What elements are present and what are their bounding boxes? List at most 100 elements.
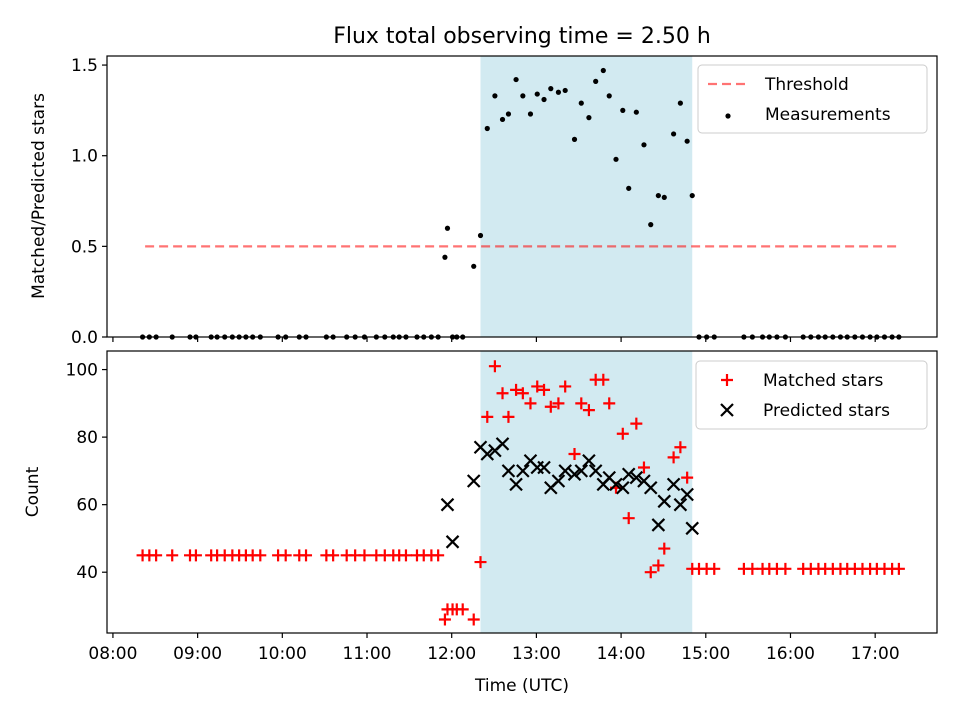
measurement-point [684,138,690,144]
measurement-point [513,76,519,83]
matched-stars-point [456,603,469,616]
measurement-point [677,100,683,106]
measurement-point [471,263,477,269]
top-legend: Threshold Measurements [697,64,928,134]
predicted-stars-point [582,453,596,468]
bottom-legend: Matched stars Predicted stars [695,360,928,430]
matched-stars-point [481,410,494,423]
predicted-stars-point [516,464,530,478]
measurement-point [527,111,534,117]
measurement-point [571,136,578,142]
bottom-observing-span [480,351,693,633]
bottom-y-tick-label: 60 [76,496,98,516]
matched-stars-point [681,471,694,484]
measurement-point [444,225,451,231]
matched-stars-point [502,410,515,423]
matched-stars-point [544,400,557,413]
matched-stars-point [189,549,202,562]
measurement-point [606,93,612,99]
predicted-stars-point [616,481,630,495]
measurement-point [484,125,490,132]
x-axis-label: Time (UTC) [474,676,569,696]
matched-stars-point [892,562,905,575]
top-y-axis-label: Matched/Predicted stars [29,93,49,299]
legend-matched-label: Matched stars [763,371,883,391]
matched-stars-point [644,566,657,579]
matched-stars-point [597,373,610,386]
predicted-stars-point [643,481,658,495]
x-tick-label: 13:00 [512,644,561,664]
chart-title: Flux total observing time = 2.50 h [333,24,711,49]
matched-stars-point [510,383,523,396]
matched-stars-point [254,549,267,562]
bottom-panel: 40 60 80 100 08:00 09:00 10:00 11:00 12:00 13:00 1… [66,350,938,664]
predicted-stars-point [440,497,455,512]
top-y-tick-label: 1.0 [71,147,98,167]
matched-stars-point [538,383,551,396]
legend-predicted-swatch [720,403,734,417]
measurement-point [689,192,695,199]
top-panel: 0.0 0.5 1.0 1.5 Threshold Measurements [71,55,938,348]
matched-stars-point [524,397,537,410]
bottom-axes-frame [106,350,938,634]
top-axes-frame [106,55,938,338]
measurement-point [671,131,677,137]
predicted-stars-point [588,464,603,478]
x-tick-label: 17:00 [851,644,900,664]
measurement-point [492,93,498,99]
x-tick-label: 10:00 [258,644,307,664]
measurement-point [442,254,448,260]
predicted-stars-point [574,464,589,478]
top-y-tick-label: 1.5 [71,56,98,76]
measurement-point [641,142,647,148]
predicted-stars-point [480,447,495,461]
legend-matched-swatch [721,374,733,386]
measurement-point [626,185,632,191]
legend-measurements-label: Measurements [765,105,891,125]
matched-stars-point [438,613,451,626]
measurement-point [655,192,661,199]
measurement-point [578,100,584,106]
bottom-y-tick-label: 80 [76,428,98,448]
matched-stars-point [622,512,635,525]
legend-threshold-label: Threshold [764,75,849,95]
matched-stars-point [166,549,179,562]
bottom-y-tick-label: 40 [76,563,98,583]
predicted-stars-point [537,460,551,475]
predicted-stars-point [509,477,523,492]
predicted-stars-point [495,437,510,451]
matched-stars-point [582,404,595,417]
matched-stars-point [630,417,643,430]
matched-stars-point [746,562,759,575]
predicted-stars-point [609,477,623,492]
bottom-y-axis-label: Count [23,466,43,517]
matched-stars-point [667,451,680,464]
matched-stars-point [496,387,509,400]
x-tick-label: 09:00 [173,644,222,664]
predicted-stars-point [651,518,666,532]
matched-stars-point [568,448,581,461]
matched-stars-point [616,427,629,440]
x-tick-label: 08:00 [88,644,137,664]
predicted-stars-point [551,474,566,488]
measurement-point [541,96,547,103]
matched-stars-point [559,380,572,393]
legend-measurements-swatch [725,113,731,119]
matched-stars-point [779,562,792,575]
predicted-stars-point [673,497,688,512]
matched-stars-point [150,549,163,562]
measurement-point [562,87,568,94]
predicted-stars-point [685,521,700,536]
measurement-point [648,222,654,228]
bottom-y-tick-label: 100 [66,361,98,381]
matched-stars-point [603,397,616,410]
legend-predicted-label: Predicted stars [763,401,890,421]
matched-stars-point [658,542,671,555]
matched-stars-point [708,562,721,575]
predicted-stars-point [558,464,572,478]
matched-stars-point [279,549,292,562]
predicted-stars-point [621,467,636,482]
measurement-point [477,232,484,239]
x-tick-label: 15:00 [681,644,730,664]
matched-stars-point [399,549,412,562]
